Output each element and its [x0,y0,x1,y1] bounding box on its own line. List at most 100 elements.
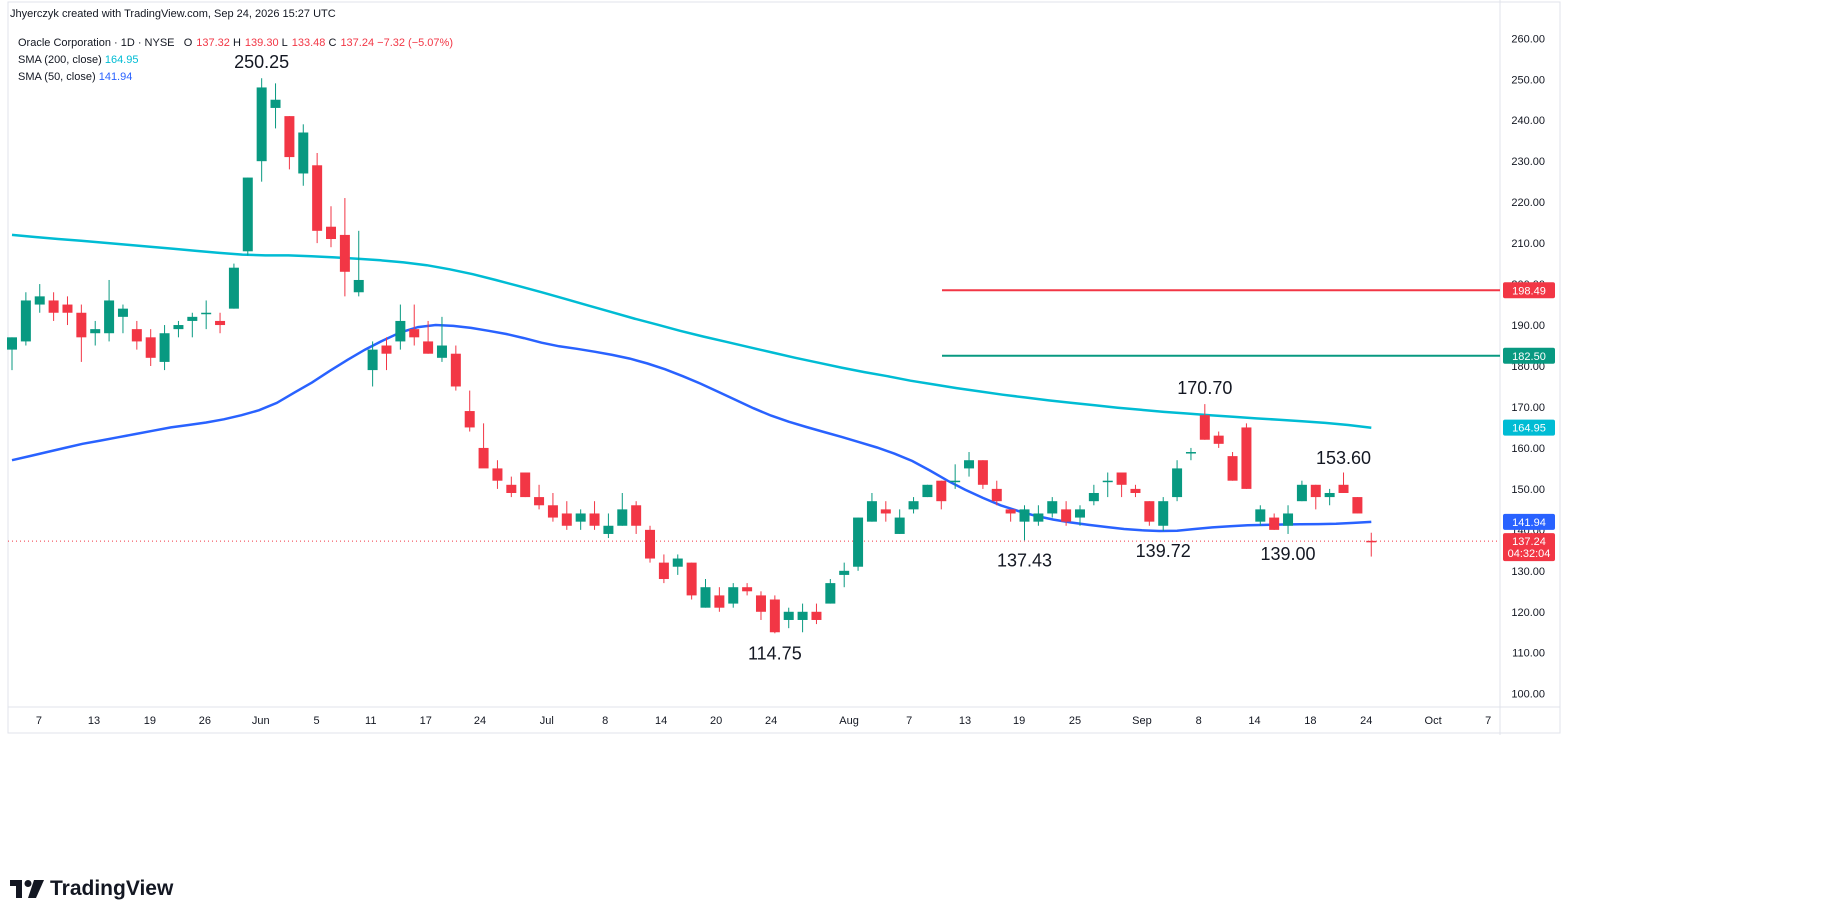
candle-body [1227,456,1238,481]
tradingview-logo-text: TradingView [50,877,174,900]
chart-frame [7,1,1561,734]
candle-body [506,484,517,493]
x-tick-label: 26 [199,715,211,727]
x-tick-label: 8 [602,715,608,727]
candle-body [1116,472,1127,485]
candle-body [409,329,420,338]
candle-body [853,517,864,567]
candle-body [603,525,614,534]
candle-body [1144,501,1155,522]
x-tick-label: 20 [710,715,722,727]
ohlc-legend-row[interactable]: Oracle Corporation · 1D · NYSE O 137.32 H… [18,35,453,52]
sma50-legend-row[interactable]: SMA (50, close) 141.94 [18,69,453,86]
candle-body [326,226,337,240]
candle-body [339,234,350,272]
candle-body [1005,509,1016,514]
candle-body [90,329,101,334]
y-tick-label: 100.00 [1511,689,1545,701]
x-tick-label: 7 [1485,715,1491,727]
tradingview-logo-icon [10,880,44,898]
tradingview-logo[interactable]: TradingView [10,876,173,902]
x-tick-label: 14 [655,715,667,727]
candle-body [159,333,170,362]
candle-body [839,570,850,575]
candle-body [769,599,780,633]
candle-body [1033,513,1044,522]
symbol-name: Oracle Corporation · 1D · NYSE [18,37,175,49]
candle-body [686,562,697,596]
candle-body [62,304,73,313]
open-value: 137.32 [196,37,230,49]
candle-body [728,587,739,604]
candle-body [811,611,822,620]
x-tick-label: 24 [1360,715,1372,727]
candle-body [617,509,628,526]
x-tick-label: 13 [959,715,971,727]
y-tick-label: 120.00 [1511,607,1545,619]
candle-body [117,308,128,317]
candle-body [1199,415,1210,440]
candle-body [825,583,836,604]
candle-body [658,562,669,580]
x-tick-label: 11 [365,715,376,727]
high-value: 139.30 [244,37,279,49]
candle-body [1324,492,1335,498]
sma200-legend-row[interactable]: SMA (200, close) 164.95 [18,52,453,69]
candle-body [936,480,947,502]
candle-body [131,329,142,342]
candle-body [436,345,447,358]
sma50-price-tag-bg [1503,513,1555,530]
candle-body [908,501,919,510]
candle-body [34,296,45,305]
y-tick-label: 220.00 [1511,197,1545,209]
candle-body [464,411,475,428]
x-tick-label: 7 [36,715,42,727]
candle-body [423,341,434,354]
sma50-value: 141.94 [98,71,133,83]
price-annotation: 137.43 [997,550,1052,570]
candle-body [353,279,364,293]
candle-body [964,460,975,469]
candle-body [395,320,406,342]
y-tick-label: 180.00 [1511,361,1545,373]
candle-body [977,460,988,485]
candle-body [1241,427,1252,489]
x-tick-label: 14 [1248,715,1260,727]
x-tick-label: 5 [314,715,320,727]
y-tick-label: 150.00 [1511,484,1545,496]
candle-body [797,611,808,620]
candle-body [1047,501,1058,514]
low-label: L [281,37,288,49]
x-tick-label: 13 [88,715,100,727]
candle-body [1172,468,1183,498]
candle-body [1352,497,1363,514]
candle-body [7,337,17,350]
candle-body [104,300,115,334]
y-tick-label: 260.00 [1511,33,1545,45]
x-tick-label: 17 [420,715,432,727]
candle-body [1213,435,1224,444]
price-annotation: 114.75 [748,643,802,663]
candle-body [1283,513,1294,526]
candle-body [284,116,295,158]
price-annotation: 139.72 [1136,541,1191,561]
sma200-price-tag-bg [1503,419,1555,436]
candle-body [700,587,711,608]
candle-body [894,517,905,534]
x-tick-label: 8 [1196,715,1202,727]
candle-body [1310,484,1321,498]
candle-body [1061,509,1072,522]
y-tick-label: 160.00 [1511,443,1545,455]
candle-body [547,505,558,518]
y-tick-label: 240.00 [1511,115,1545,127]
current-price-tag: 137.24 [1512,536,1546,548]
candle-body [215,320,226,326]
x-tick-label: 19 [1013,715,1025,727]
candle-body [1130,488,1141,493]
x-tick-label: Jun [252,715,270,727]
candle-body [381,345,392,354]
y-tick-label: 190.00 [1511,320,1545,332]
current-price-tag-bg [1503,533,1555,562]
